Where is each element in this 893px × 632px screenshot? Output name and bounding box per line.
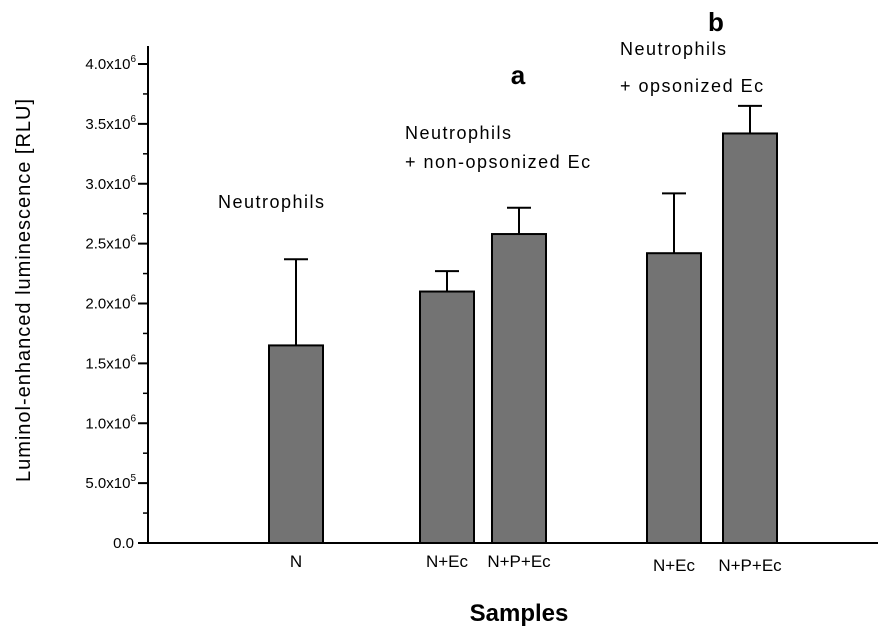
x-category-label: N+Ec: [653, 556, 696, 575]
y-tick-label: 1.5x106: [85, 353, 136, 372]
group-annotation: + opsonized Ec: [620, 76, 765, 96]
bars: [268, 104, 778, 545]
bar: [722, 132, 778, 545]
bar: [268, 344, 324, 544]
y-tick-label: 3.5x106: [85, 114, 136, 133]
y-axis-label: Luminol-enhanced luminescence [RLU]: [13, 98, 35, 482]
y-tick-label: 0.0: [113, 535, 134, 552]
group-letter-label: a: [511, 60, 526, 90]
bar: [646, 252, 702, 545]
x-category-label: N+Ec: [426, 552, 469, 571]
x-category-label: N: [290, 552, 302, 571]
x-category-label: N+P+Ec: [487, 552, 551, 571]
group-annotation: Neutrophils: [620, 39, 728, 59]
y-tick-label: 3.0x106: [85, 174, 136, 193]
y-tick-label: 4.0x106: [85, 54, 136, 73]
group-letter-label: b: [708, 7, 724, 37]
group-annotation: Neutrophils: [218, 192, 326, 212]
group-annotation: + non-opsonized Ec: [405, 152, 592, 172]
bar: [491, 233, 547, 544]
y-tick-label: 5.0x105: [85, 473, 136, 492]
labels: 0.0 5.0x105 1.0x106 1.5x106 2.0x106 2.5x106 3.…: [13, 7, 782, 627]
y-tick-label: 1.0x106: [85, 413, 136, 432]
group-annotation: Neutrophils: [405, 123, 513, 143]
x-category-label: N+P+Ec: [718, 556, 782, 575]
bar: [419, 290, 475, 544]
y-tick-label: 2.5x106: [85, 234, 136, 253]
x-axis-label: Samples: [470, 600, 569, 627]
y-tick-label: 2.0x106: [85, 294, 136, 313]
